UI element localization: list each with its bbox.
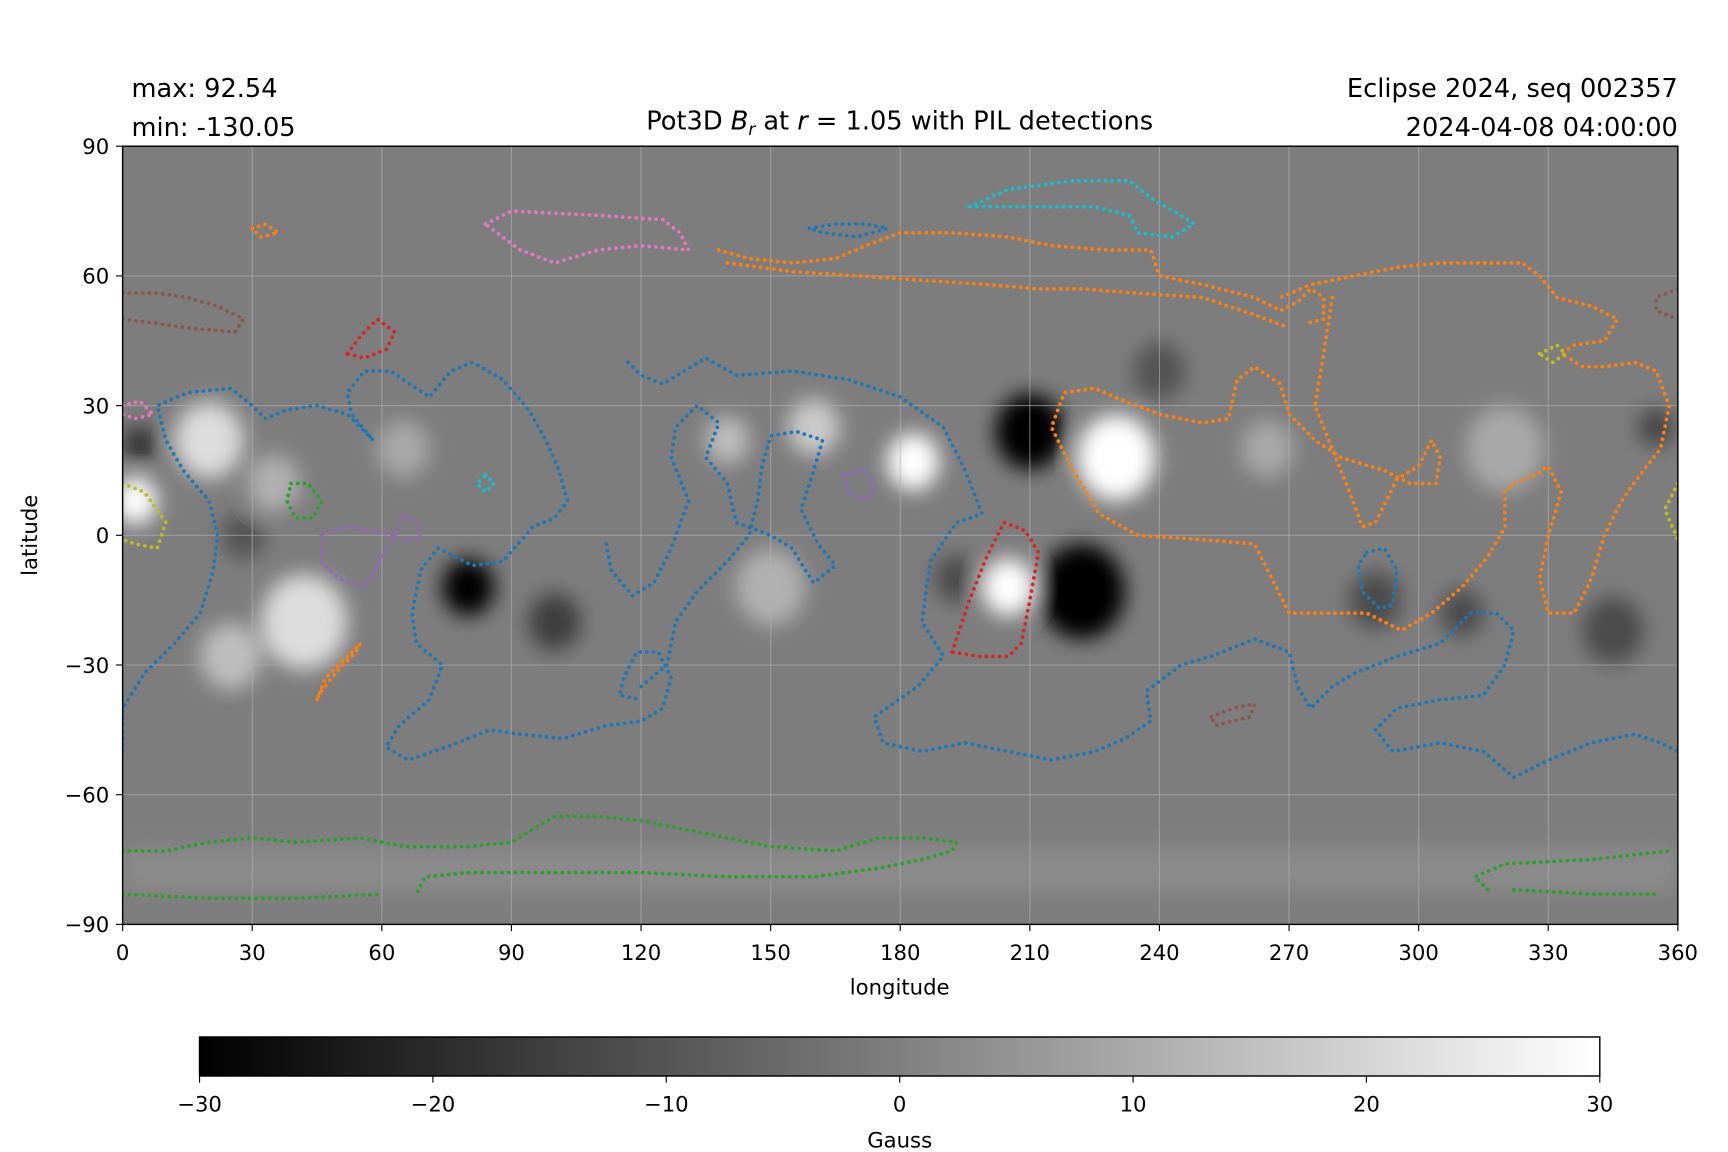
- positive-field-region: [260, 574, 348, 670]
- x-tick-label: 0: [116, 940, 129, 965]
- colorbar-tick-label: −20: [411, 1092, 456, 1117]
- pil-contour: [716, 230, 1326, 326]
- negative-field-region: [1638, 408, 1674, 447]
- x-tick-label: 360: [1658, 940, 1698, 965]
- colorbar-tick-label: 20: [1353, 1092, 1380, 1117]
- pil-contour: [1472, 849, 1672, 892]
- pil-contour: [345, 317, 397, 360]
- info-line1: Eclipse 2024, seq 002357: [1347, 74, 1678, 104]
- x-tick-label: 150: [750, 940, 790, 965]
- positive-field-region: [200, 623, 261, 690]
- positive-field-region: [1466, 406, 1544, 492]
- negative-field-region: [1582, 597, 1644, 664]
- negative-field-region: [528, 593, 581, 651]
- negative-field-region: [442, 558, 495, 616]
- max-label: max: 92.54: [132, 74, 278, 104]
- pil-contour: [1209, 701, 1257, 728]
- pil-contour: [475, 472, 497, 494]
- y-tick-label: −90: [65, 912, 110, 937]
- pil-contour: [842, 468, 877, 503]
- pil-contour: [725, 261, 1291, 330]
- positive-field-region: [1241, 420, 1294, 478]
- pil-contour: [122, 481, 168, 551]
- positive-field-region: [1077, 414, 1156, 501]
- pil-contour: [604, 403, 838, 689]
- negative-field-region: [1038, 543, 1125, 640]
- x-tick-label: 240: [1139, 940, 1179, 965]
- colorbar-label: Gauss: [867, 1127, 932, 1152]
- negative-field-region: [122, 425, 158, 464]
- colorbar: [198, 1036, 1601, 1077]
- pil-contour: [1654, 287, 1678, 322]
- y-tick-label: 90: [82, 134, 109, 159]
- pil-contour: [122, 814, 959, 897]
- pil-contour: [1511, 887, 1659, 897]
- pil-contour: [807, 222, 890, 239]
- y-tick-label: −30: [65, 653, 110, 678]
- x-tick-label: 270: [1269, 940, 1309, 965]
- y-tick-label: 60: [82, 264, 109, 289]
- positive-field-region: [377, 420, 430, 478]
- positive-field-region: [122, 476, 158, 525]
- pil-contour: [1537, 343, 1568, 365]
- pil-contour: [319, 524, 397, 590]
- info-line2: 2024-04-08 04:00:00: [1406, 113, 1678, 143]
- x-tick-label: 300: [1398, 940, 1438, 965]
- positive-field-region: [982, 558, 1035, 616]
- x-tick-label: 210: [1010, 940, 1050, 965]
- y-tick-label: −60: [65, 782, 110, 807]
- x-tick-label: 120: [621, 940, 661, 965]
- pil-contour: [967, 178, 1196, 239]
- y-axis-label: latitude: [17, 495, 42, 576]
- pil-contour: [1049, 261, 1672, 633]
- colorbar-tick-label: 30: [1586, 1092, 1613, 1117]
- colorbar-tick-label: 0: [893, 1092, 906, 1117]
- y-tick-label: 0: [96, 523, 109, 548]
- pil-contour: [950, 520, 1041, 659]
- x-tick-label: 60: [368, 940, 395, 965]
- positive-field-region: [787, 398, 840, 456]
- pil-contour: [122, 291, 246, 334]
- pil-contour: [122, 360, 674, 762]
- x-tick-label: 180: [880, 940, 920, 965]
- negative-field-region: [1440, 589, 1484, 637]
- negative-field-region: [934, 554, 978, 603]
- pil-contour: [626, 356, 1678, 780]
- x-tick-label: 330: [1528, 940, 1568, 965]
- pil-contour: [122, 399, 155, 421]
- positive-field-region: [887, 433, 940, 491]
- positive-field-region: [174, 402, 244, 479]
- pil-contour: [284, 481, 324, 520]
- colorbar-tick-label: −30: [177, 1092, 222, 1117]
- pil-contour: [483, 209, 691, 265]
- x-tick-label: 90: [498, 940, 525, 965]
- pil-contour: [392, 511, 423, 542]
- x-tick-label: 30: [239, 940, 266, 965]
- y-tick-label: 30: [82, 393, 109, 418]
- chart-title: Pot3D Br at r = 1.05 with PIL detections: [646, 107, 1153, 140]
- x-axis-label: longitude: [850, 975, 950, 1000]
- colorbar-tick-label: −10: [644, 1092, 689, 1117]
- min-label: min: -130.05: [132, 113, 296, 143]
- colorbar-tick-label: 10: [1120, 1092, 1147, 1117]
- positive-field-region: [247, 454, 300, 512]
- pil-contour: [315, 641, 363, 702]
